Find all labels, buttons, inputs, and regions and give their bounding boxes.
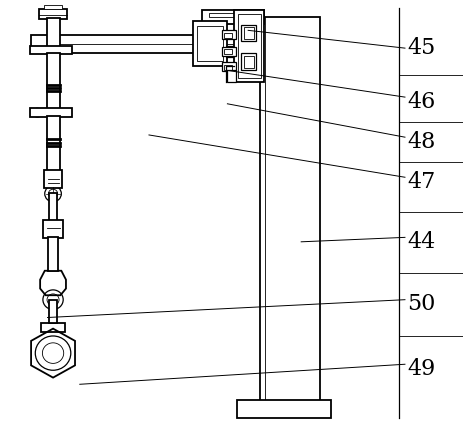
Bar: [224, 65, 232, 70]
Circle shape: [36, 112, 39, 114]
Text: 50: 50: [407, 293, 435, 315]
Bar: [201, 10, 264, 24]
Bar: [221, 30, 235, 39]
Bar: [236, 400, 331, 418]
Text: 44: 44: [407, 231, 435, 253]
Bar: [244, 56, 253, 68]
Bar: [244, 27, 253, 39]
Bar: [46, 18, 59, 48]
Text: 48: 48: [407, 131, 435, 153]
Bar: [226, 46, 235, 57]
Bar: [208, 13, 234, 17]
Bar: [237, 14, 260, 78]
Bar: [241, 25, 256, 42]
Bar: [46, 116, 59, 171]
Bar: [44, 170, 62, 188]
Bar: [43, 220, 63, 238]
Bar: [44, 5, 62, 9]
Text: 49: 49: [407, 358, 435, 380]
Bar: [224, 49, 232, 54]
Bar: [48, 237, 57, 271]
Bar: [49, 193, 56, 222]
Text: 45: 45: [407, 37, 435, 59]
Text: 47: 47: [407, 171, 435, 193]
Bar: [221, 62, 235, 71]
Bar: [39, 9, 67, 19]
Bar: [193, 22, 227, 66]
Bar: [31, 35, 259, 52]
Bar: [46, 52, 59, 113]
Bar: [234, 10, 264, 82]
Bar: [241, 53, 256, 70]
Bar: [259, 17, 319, 404]
Bar: [197, 26, 222, 61]
Bar: [227, 70, 235, 82]
Bar: [30, 108, 72, 117]
Bar: [224, 33, 232, 38]
Bar: [30, 46, 72, 54]
Text: 46: 46: [407, 90, 435, 112]
Bar: [221, 47, 235, 56]
Bar: [49, 300, 56, 323]
